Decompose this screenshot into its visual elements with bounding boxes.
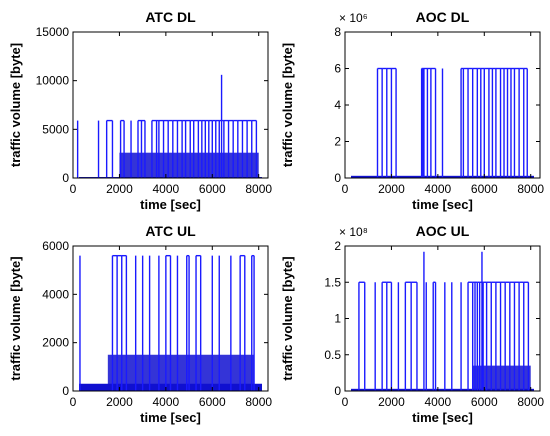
y-tick-label: 8 [334,25,341,39]
x-axis-label: time [sec] [412,197,473,212]
x-axis-label: time [sec] [140,197,201,212]
y-tick-label: 4000 [42,287,69,301]
chart-aoc-dl: 0 2000 4000 6000 8000 0 2 4 6 8 AOC DL × 10⁶ time [s… [280,9,544,212]
y-tick-label: 0 [334,171,341,185]
x-tick-label: 8000 [245,182,272,196]
x-tick-label: 6000 [199,395,226,409]
y-tick-label: 2000 [42,336,69,350]
plot-frame [72,31,269,179]
x-tick-label: 0 [342,182,349,196]
x-tick-label: 8000 [517,182,544,196]
x-tick-label: 0 [342,395,349,409]
x-axis-label: time [sec] [140,410,201,425]
y-tick-label: 15000 [36,25,70,39]
y-tick-label: 0 [62,384,69,398]
plot-area [351,251,534,391]
plot-area [79,254,262,391]
traffic-block [119,152,259,178]
y-tick-label: 10000 [36,74,70,88]
y-tick-label: 2 [334,239,341,253]
y-tick-label: 0.5 [324,348,341,362]
x-tick-label: 4000 [425,182,452,196]
y-tick-label: 2 [334,135,341,149]
chart-title: ATC UL [145,223,196,239]
y-tick-label: 0 [62,171,69,185]
x-tick-label: 4000 [153,395,180,409]
x-tick-label: 2000 [378,182,405,196]
chart-title: ATC DL [145,9,196,25]
x-tick-label: 8000 [517,395,544,409]
chart-title: AOC DL [416,9,470,25]
y-axis-label: traffic volume [byte] [8,43,23,167]
x-tick-label: 2000 [106,395,133,409]
chart-atc-dl: 0 2000 4000 6000 8000 0 5000 10000 15000 ATC DL ti… [8,9,272,212]
x-tick-label: 2000 [106,182,133,196]
chart-title: AOC UL [416,223,470,239]
x-tick-label: 6000 [471,182,498,196]
traffic-baseline [351,388,534,391]
y-tick-label: 0 [334,384,341,398]
chart-atc-ul: 0 2000 4000 6000 8000 0 2000 4000 6000 ATC UL time… [8,223,272,425]
plot-frame [72,245,269,392]
y-axis-label: traffic volume [byte] [280,256,295,380]
x-axis-label: time [sec] [412,410,473,425]
y-axis-label: traffic volume [byte] [280,43,295,167]
plot-area [76,74,262,178]
y-tick-label: 6000 [42,239,69,253]
x-tick-label: 4000 [153,182,180,196]
y-tick-label: 1 [334,312,341,326]
x-tick-label: 0 [70,395,77,409]
x-tick-label: 0 [70,182,77,196]
y-multiplier: × 10⁶ [339,11,368,25]
chart-aoc-ul: 0 2000 4000 6000 8000 0 0.5 1 1.5 2 AOC UL × 10⁸ tim… [280,223,544,425]
x-tick-label: 6000 [199,182,226,196]
x-tick-label: 8000 [245,395,272,409]
x-tick-label: 4000 [425,395,452,409]
y-axis-label: traffic volume [byte] [8,256,23,380]
x-tick-label: 6000 [471,395,498,409]
y-tick-label: 1.5 [324,275,341,289]
y-tick-label: 4 [334,98,341,112]
y-multiplier: × 10⁸ [339,225,368,239]
y-tick-label: 6 [334,62,341,76]
plot-area [351,67,534,178]
y-tick-label: 5000 [42,122,69,136]
x-tick-label: 2000 [378,395,405,409]
